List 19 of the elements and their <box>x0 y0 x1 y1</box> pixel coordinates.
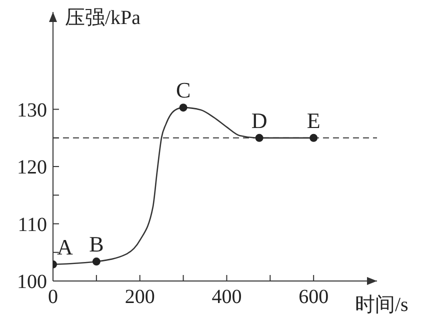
point <box>92 258 100 266</box>
annotation: A <box>57 234 74 260</box>
point <box>255 134 264 142</box>
x-axis-title: 时间/s <box>355 294 409 316</box>
annotation: C <box>176 78 191 103</box>
point <box>179 104 188 112</box>
y-tick-label: 130 <box>17 99 47 122</box>
x-tick-label: 0 <box>48 286 58 308</box>
annotation: B <box>89 232 104 257</box>
point <box>310 134 318 142</box>
y-tick-label: 120 <box>17 156 47 179</box>
x-tick-label: 600 <box>298 286 329 308</box>
y-tick-label: 110 <box>18 214 47 236</box>
y-axis-title: 压强/kPa <box>65 7 141 29</box>
annotation: D <box>251 108 268 133</box>
annotation: E <box>306 108 320 133</box>
x-tick-label: 400 <box>212 286 242 308</box>
y-tick-label: 100 <box>17 271 47 294</box>
x-tick-label: 200 <box>124 286 155 308</box>
